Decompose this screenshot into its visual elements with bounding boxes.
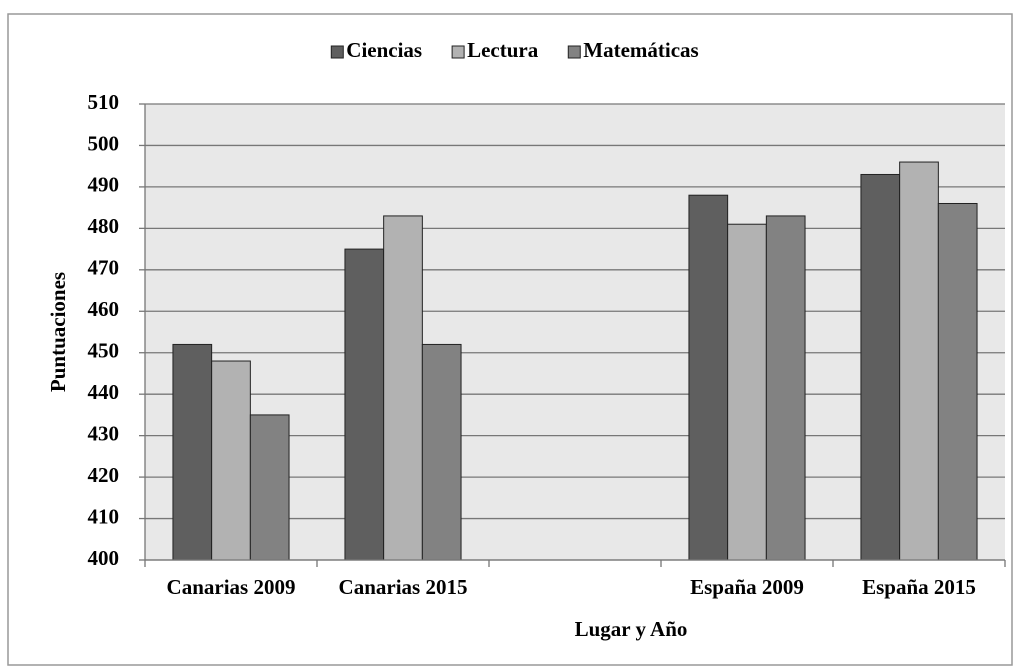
y-tick-label: 420 — [88, 463, 120, 487]
legend-swatch — [330, 45, 344, 59]
y-tick-label: 430 — [88, 421, 120, 445]
bar — [344, 248, 385, 561]
legend-label: Ciencias — [346, 38, 422, 62]
y-tick-label: 470 — [88, 256, 120, 280]
y-tick-label: 450 — [88, 339, 120, 363]
bar — [383, 215, 423, 561]
y-tick-label: 460 — [88, 297, 120, 321]
x-tick-label: España 2015 — [862, 575, 976, 599]
bar — [765, 215, 806, 561]
legend-label: Lectura — [467, 38, 539, 62]
bar — [421, 343, 462, 561]
x-tick-label: España 2009 — [690, 575, 804, 599]
bar — [727, 223, 767, 561]
y-tick-label: 500 — [88, 131, 120, 155]
legend-swatch — [451, 45, 465, 59]
bar — [937, 202, 978, 561]
legend-swatch — [567, 45, 581, 59]
bar — [860, 173, 901, 561]
y-tick-label: 440 — [88, 380, 120, 404]
bar — [899, 161, 939, 561]
y-tick-label: 490 — [88, 173, 120, 197]
x-axis-title: Lugar y Año — [575, 617, 688, 641]
y-tick-label: 510 — [88, 90, 120, 114]
bar — [688, 194, 729, 561]
legend-label: Matemáticas — [583, 38, 698, 62]
bar — [172, 343, 213, 561]
x-tick-label: Canarias 2009 — [167, 575, 296, 599]
y-tick-label: 480 — [88, 214, 120, 238]
y-tick-label: 410 — [88, 504, 120, 528]
bar — [211, 360, 251, 561]
bar — [249, 414, 290, 561]
x-tick-label: Canarias 2015 — [339, 575, 468, 599]
y-tick-label: 400 — [88, 546, 120, 570]
y-axis-title: Puntuaciones — [46, 272, 70, 392]
